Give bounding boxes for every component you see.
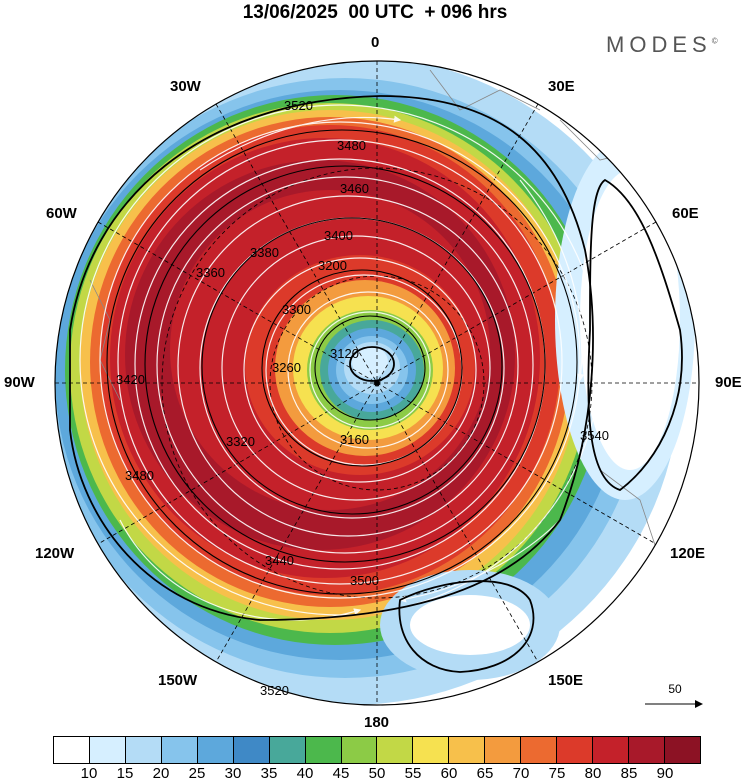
contour-label: 3320 [226,434,255,449]
colorbar-cell [664,737,700,763]
colorbar-cell [449,737,486,763]
colorbar-tick-label: 75 [548,765,566,782]
reference-vector: 50 [640,682,710,712]
wind-streamlines [79,104,601,621]
colorbar-cell [629,737,665,763]
contour-label: 3260 [272,360,301,375]
contour-label: 3480 [125,468,154,483]
lon-label-150e: 150E [548,672,584,689]
contour-label: 3400 [324,228,353,243]
colorbar-cell [485,737,522,763]
colorbar-cell [125,737,162,763]
brand-name: MODES [606,32,712,57]
colorbar-tick-label: 20 [152,765,170,782]
colorbar-cell [305,737,342,763]
reference-vector-label: 50 [668,682,682,696]
contour-label: 3440 [265,553,294,568]
colorbar-tick-label: 60 [440,765,458,782]
contour-label: 3540 [580,428,609,443]
contour-label: 3480 [337,138,366,153]
colorbar-tick-label: 10 [80,765,98,782]
contour-label: 3380 [250,245,279,260]
reference-arrow-icon [645,700,703,708]
lon-label-120w: 120W [35,545,75,562]
lon-label-30w: 30W [170,78,201,95]
colorbar-tick-label: 25 [188,765,206,782]
brand-logo: MODES© [606,32,718,58]
contour-label: 3360 [196,265,225,280]
colorbar [53,736,701,764]
colorbar-tick-label: 50 [368,765,386,782]
colorbar-ticks: 10 15 20 25 30 35 40 45 50 55 60 65 70 75 80 85 90 [53,764,701,782]
colorbar-tick-label: 40 [296,765,314,782]
colorbar-tick-label: 65 [476,765,494,782]
lon-label-180: 180 [364,714,390,731]
colorbar-cell [521,737,558,763]
colorbar-cell [161,737,198,763]
colorbar-cell [197,737,234,763]
map-title: 13/06/2025 00 UTC + 096 hrs [242,2,508,23]
colorbar-cell [413,737,450,763]
lon-label-120e: 120E [670,545,706,562]
colorbar-tick-label: 55 [404,765,422,782]
colorbar-cell [377,737,414,763]
pole-marker [374,380,380,386]
colorbar-cell [593,737,629,763]
lon-label-90w: 90W [4,374,35,391]
colorbar-cell [341,737,378,763]
contour-label: 3500 [350,573,379,588]
polar-map: 3520 3480 3460 3400 3380 3360 3300 3200 … [54,60,700,706]
colorbar-tick-label: 80 [584,765,602,782]
lon-label-0: 0 [371,34,380,51]
lon-label-90e: 90E [715,374,742,391]
geopotential-contours [69,95,683,673]
lon-label-60w: 60W [46,205,77,222]
colorbar-cell [557,737,594,763]
lon-label-150w: 150W [158,672,198,689]
colorbar-cell [269,737,306,763]
contour-label: 3200 [318,258,347,273]
contour-label: 3120 [330,346,359,361]
colorbar-tick-label: 90 [656,765,674,782]
colorbar-tick-label: 30 [224,765,242,782]
contour-label: 3300 [282,302,311,317]
lon-label-60e: 60E [672,205,699,222]
contour-labels: 3520 3480 3460 3400 3380 3360 3300 3200 … [116,98,609,698]
brand-copyright: © [711,36,718,46]
colorbar-cell [54,737,90,763]
colorbar-tick-label: 85 [620,765,638,782]
colorbar-cell [233,737,270,763]
contour-label: 3520 [284,98,313,113]
colorbar-tick-label: 45 [332,765,350,782]
contour-label: 3420 [116,372,145,387]
contour-label: 3520 [260,683,289,698]
colorbar-tick-label: 15 [116,765,134,782]
colorbar-cell [89,737,126,763]
colorbar-tick-label: 70 [512,765,530,782]
colorbar-tick-label: 35 [260,765,278,782]
wind-speed-field [55,61,699,705]
contour-label: 3160 [340,432,369,447]
lon-label-30e: 30E [548,78,575,95]
map-boundary [54,60,700,706]
contour-label: 3460 [340,181,369,196]
